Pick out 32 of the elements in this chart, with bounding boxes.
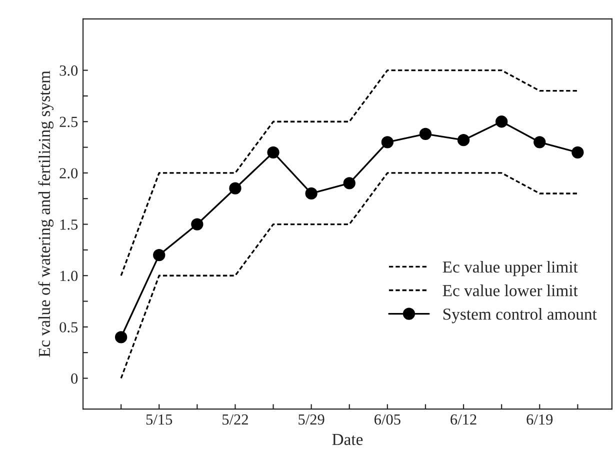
y-tick-label: 1.5 [60, 219, 78, 230]
point [343, 177, 356, 190]
legend-label: Ec value lower limit [442, 284, 578, 296]
point [496, 116, 508, 128]
x-tick-label: 5/22 [222, 414, 248, 425]
point [267, 146, 280, 158]
legend-label: Ec value upper limit [442, 260, 578, 276]
x-tick-label: 6/05 [374, 414, 400, 425]
x-tick-label: 5/15 [146, 414, 172, 425]
y-tick-label: 0 [71, 373, 78, 384]
point [381, 136, 394, 148]
point [153, 249, 166, 262]
y-tick-label: 0.5 [60, 322, 78, 332]
y-tick-label: 1.0 [60, 270, 78, 282]
y-axis-title: Ec value of watering and fertilizing system [38, 70, 54, 358]
line-series [120, 69, 579, 276]
x-axis-title: Date [332, 434, 363, 446]
point [419, 128, 432, 140]
point [305, 187, 318, 200]
y-tick-label: 2.0 [60, 168, 78, 178]
point [115, 331, 128, 344]
y-tick-label: 2.5 [60, 116, 78, 128]
point [572, 146, 584, 158]
point [534, 136, 546, 148]
y-tick-label: 3.0 [60, 65, 78, 76]
point [457, 134, 470, 146]
x-tick-label: 5/29 [298, 414, 324, 425]
x-tick-label: 6/19 [526, 414, 553, 425]
point [229, 182, 242, 194]
point [191, 218, 204, 230]
legend-label: System control amount [443, 308, 597, 324]
x-tick-label: 6/12 [450, 414, 476, 425]
